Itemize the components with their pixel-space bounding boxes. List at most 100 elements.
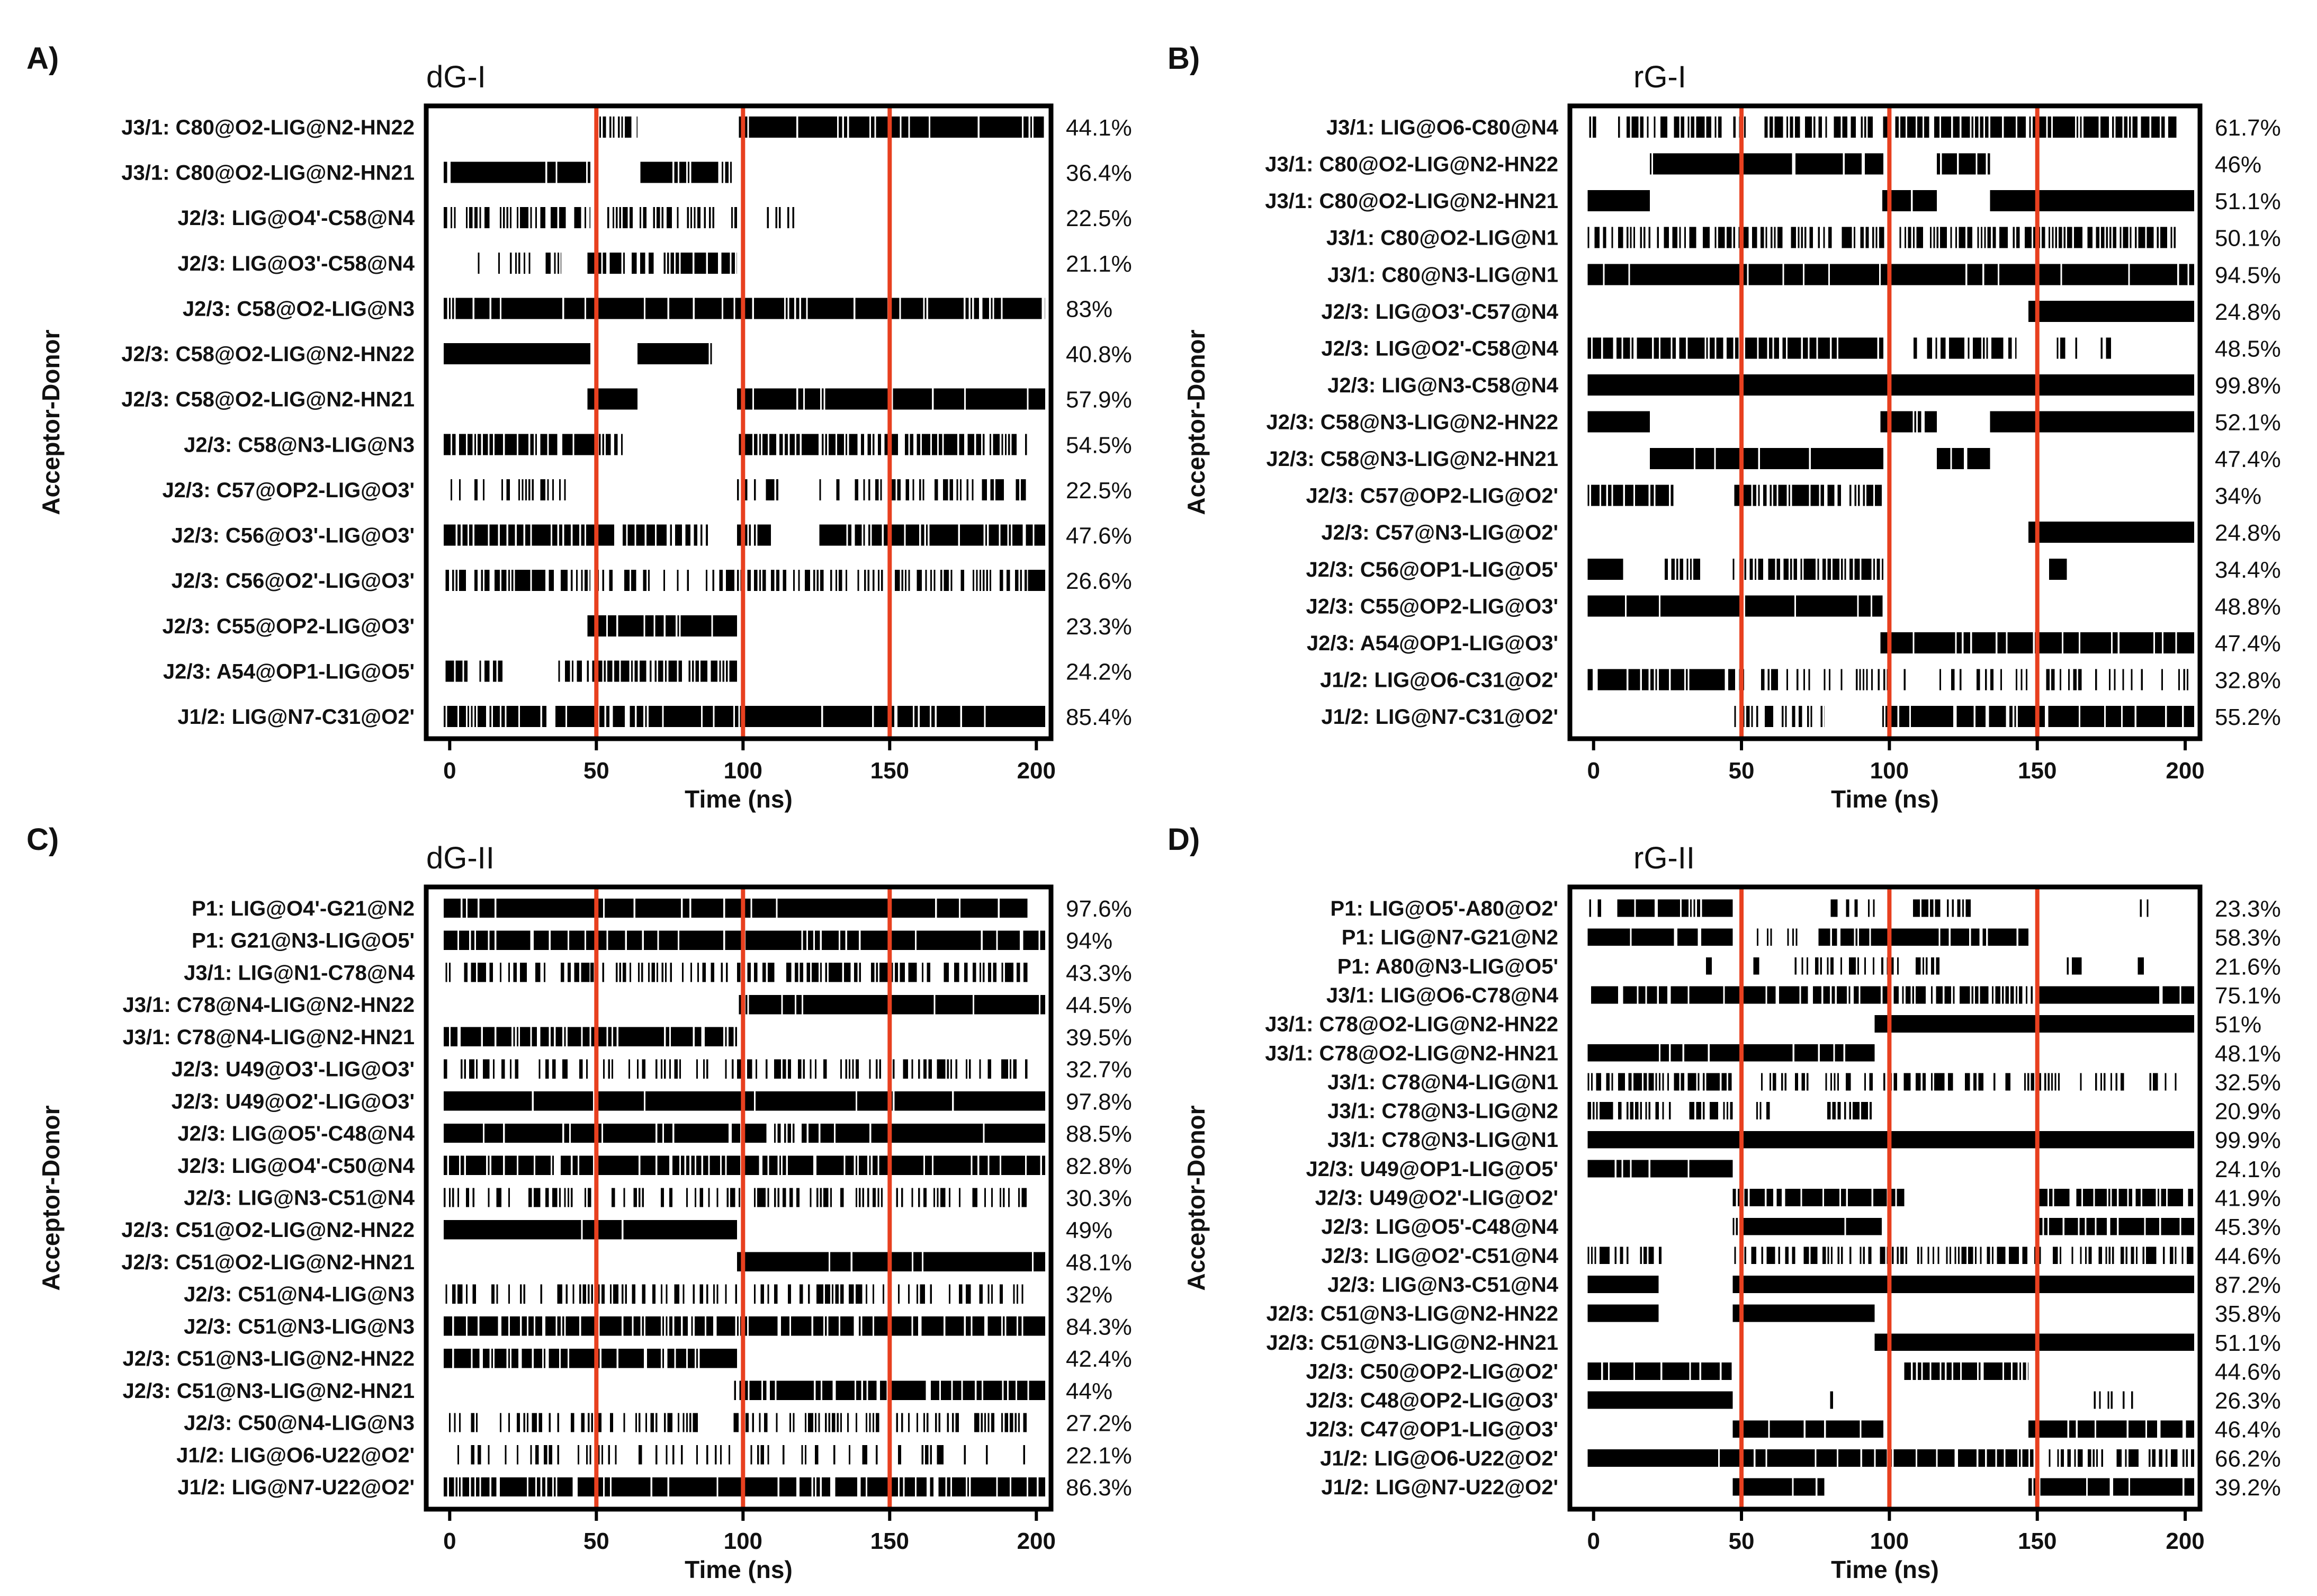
series-label: J2/3: C50@N4-LIG@N3 (184, 1412, 415, 1435)
series-percent: 48.1% (2215, 1041, 2281, 1066)
x-tick-label: 100 (1870, 758, 1909, 784)
series-label: J2/3: C50@OP2-LIG@O2' (1306, 1360, 1558, 1383)
panel-title: rG-I (1633, 60, 1686, 94)
series-row: J3/1: C78@N3-LIG@N2 20.9% (1327, 1099, 2281, 1125)
series-row: J2/3: C48@OP2-LIG@O3' 26.3% (1306, 1388, 2280, 1414)
series-label: J3/1: C78@O2-LIG@N2-HN22 (1265, 1013, 1558, 1036)
series-row: J3/1: C78@N4-LIG@N1 32.5% (1327, 1070, 2281, 1096)
series-row: J3/1: C80@O2-LIG@N2-HN21 51.1% (1265, 189, 2281, 214)
series-row: J3/1: C80@N3-LIG@N1 94.5% (1327, 262, 2281, 288)
plot-frame (1567, 103, 2203, 741)
series-percent: 24.1% (2215, 1156, 2281, 1182)
y-axis-title: Acceptor-Donor (37, 329, 65, 515)
series-percent: 48.8% (2215, 594, 2281, 620)
series-label: J1/2: LIG@N7-C31@O2' (1321, 705, 1558, 729)
series-percent: 44.6% (2215, 1243, 2281, 1269)
series-row: J2/3: LIG@O2'-C58@N4 48.5% (1321, 336, 2280, 362)
series-label: J2/3: LIG@O2'-C51@N4 (1321, 1244, 1558, 1268)
x-tick-label: 200 (2166, 1528, 2204, 1554)
series-label: J2/3: LIG@N3-C51@N4 (184, 1187, 415, 1210)
x-axis-title: Time (ns) (685, 785, 793, 813)
series-bar (1587, 558, 2067, 580)
series-label: J3/1: C78@N3-LIG@N2 (1327, 1100, 1558, 1123)
series-row: J2/3: LIG@O2'-C51@N4 44.6% (1321, 1243, 2280, 1269)
series-percent: 84.3% (1066, 1314, 1132, 1340)
series-percent: 22.5% (1066, 205, 1132, 231)
series-bar (444, 1027, 737, 1047)
series-label: J2/3: C51@O2-LIG@N2-HN22 (121, 1218, 415, 1242)
series-percent: 24.8% (2215, 520, 2281, 546)
series-label: P1: LIG@O4'-G21@N2 (192, 897, 415, 920)
series-percent: 46% (2215, 152, 2261, 178)
series-row: J2/3: C50@OP2-LIG@O2' 44.6% (1306, 1359, 2280, 1385)
panel-1: A)dG-IJ3/1: C80@O2-LIG@N2-HN22 44.1%J3/1:… (26, 41, 1132, 813)
series-percent: 42.4% (1066, 1346, 1132, 1372)
series-bar (599, 116, 1044, 138)
series-bar (1587, 485, 1882, 506)
panel-label: B) (1168, 41, 1200, 76)
series-percent: 26.6% (1066, 568, 1132, 594)
series-label: J3/1: C78@N3-LIG@N1 (1327, 1128, 1558, 1152)
series-percent: 48.1% (1066, 1250, 1132, 1276)
x-tick-label: 150 (2018, 758, 2056, 784)
x-tick-label: 100 (724, 1528, 762, 1554)
series-percent: 61.7% (2215, 115, 2281, 141)
panel-title: dG-II (426, 841, 495, 875)
series-row: J2/3: C58@O2-LIG@N3 83% (183, 296, 1112, 322)
plot-frame (424, 884, 1054, 1512)
series-percent: 23.3% (2215, 896, 2281, 922)
series-label: J1/2: LIG@N7-C31@O2' (177, 705, 415, 729)
series-percent: 55.2% (2215, 704, 2281, 730)
series-row: J2/3: U49@O2'-LIG@O2' 41.9% (1315, 1186, 2281, 1212)
series-label: J3/1: LIG@N1-C78@N4 (184, 961, 415, 984)
series-label: J1/2: LIG@N7-U22@O2' (1321, 1476, 1558, 1499)
series-row: J2/3: C51@N3-LIG@N2-HN22 35.8% (1266, 1301, 2280, 1327)
series-rows: P1: LIG@O4'-G21@N2 97.6% P1: G21@N3-LIG@O5… (121, 896, 1132, 1501)
series-label: J2/3: C57@N3-LIG@O2' (1321, 521, 1558, 544)
series-label: J2/3: C51@N3-LIG@N2-HN22 (1266, 1302, 1558, 1325)
series-label: J2/3: U49@OP1-LIG@O5' (1306, 1158, 1558, 1181)
series-bar (444, 434, 1027, 455)
plot-frame (424, 103, 1054, 741)
series-row: P1: LIG@N7-G21@N2 58.3% (1342, 925, 2281, 951)
series-percent: 39.2% (2215, 1475, 2281, 1501)
series-row: J2/3: C51@N3-LIG@N2-HN21 51.1% (1266, 1330, 2280, 1356)
series-bar (444, 898, 1028, 918)
series-row: J3/1: C78@N4-LIG@N2-HN22 44.5% (122, 992, 1131, 1018)
y-axis-title: Acceptor-Donor (37, 1105, 65, 1290)
series-bar (445, 570, 1045, 591)
panel-4: D) rG-II P1: LIG@O5'-A80@O2' 23.3% P1: LIG@N… (1168, 822, 2281, 1583)
series-bar (444, 1059, 1028, 1079)
series-label: J2/3: C56@OP1-LIG@O5' (1306, 558, 1558, 581)
series-percent: 39.5% (1066, 1025, 1132, 1051)
panel-title: dG-I (426, 60, 486, 94)
series-label: J1/2: LIG@O6-C31@O2' (1320, 668, 1558, 692)
series-label: J2/3: C58@N3-LIG@N3 (184, 433, 415, 456)
series-row: J2/3: C55@OP2-LIG@O3' 23.3% (162, 614, 1131, 640)
series-label: P1: LIG@O5'-A80@O2' (1331, 897, 1558, 920)
series-percent: 26.3% (2215, 1388, 2281, 1414)
series-row: J2/3: U49@O2'-LIG@O3' 97.8% (172, 1089, 1132, 1115)
series-rows: J3/1: C80@O2-LIG@N2-HN22 44.1%J3/1: C80@O… (121, 115, 1132, 730)
series-row: J1/2: LIG@N7-U22@O2' 39.2% (1321, 1475, 2280, 1501)
series-label: J2/3: C55@OP2-LIG@O3' (1306, 595, 1558, 618)
x-tick-label: 50 (1729, 758, 1755, 784)
series-bar (1589, 116, 2177, 138)
series-bar (2028, 300, 2194, 322)
series-label: J3/1: C80@N3-LIG@N1 (1327, 263, 1558, 286)
series-row: J2/3: LIG@N3-C58@N4 99.8% (1327, 373, 2281, 399)
series-percent: 99.8% (2215, 373, 2281, 399)
series-percent: 94% (1066, 928, 1112, 954)
series-label: J3/1: C78@O2-LIG@N2-HN21 (1265, 1042, 1558, 1065)
series-percent: 66.2% (2215, 1446, 2281, 1472)
series-percent: 41.9% (2215, 1186, 2281, 1212)
series-rows: J3/1: LIG@O6-C80@N4 61.7% J3/1: C80@O2-LIG… (1265, 115, 2281, 730)
x-axis-title: Time (ns) (1831, 1556, 1939, 1583)
series-label: J2/3: C51@N4-LIG@N3 (184, 1283, 415, 1306)
series-row: P1: G21@N3-LIG@O5' 94% (192, 928, 1112, 954)
series-percent: 47.4% (2215, 631, 2281, 657)
series-percent: 97.6% (1066, 896, 1132, 922)
series-label: J3/1: C80@O2-LIG@N2-HN21 (121, 162, 415, 185)
series-percent: 99.9% (2215, 1127, 2281, 1153)
series-row: J2/3: C51@O2-LIG@N2-HN21 48.1% (121, 1250, 1132, 1276)
